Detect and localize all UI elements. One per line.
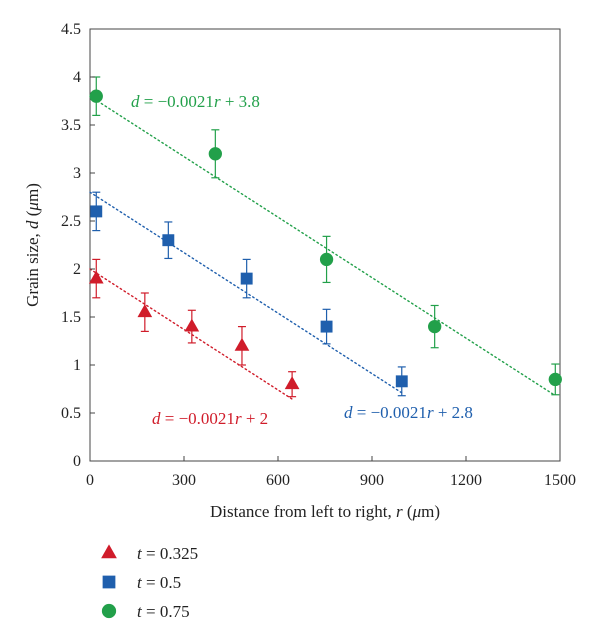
- error-bars: [92, 76, 560, 398]
- x-axis-ticks: 0 300 600 900 1200 1500: [86, 456, 576, 489]
- legend-marker-square: [102, 575, 116, 589]
- x-tick-label: 1200: [450, 472, 482, 489]
- data-point-circle: [548, 372, 562, 387]
- data-point-square: [162, 234, 175, 247]
- fit-line-triangle: [89, 268, 293, 400]
- x-tick-label: 0: [86, 472, 94, 489]
- fit-lines: [89, 95, 556, 400]
- x-tick-label: 1500: [544, 472, 576, 489]
- y-tick-label: 1: [73, 357, 81, 374]
- y-tick-label: 0: [73, 453, 81, 470]
- x-axis-title: Distance from left to right, r (μm): [210, 502, 440, 521]
- plot-area: [89, 28, 561, 462]
- data-point-triangle: [284, 376, 300, 390]
- data-point-triangle: [234, 337, 250, 351]
- data-point-square: [320, 320, 333, 333]
- legend-marker-triangle: [101, 544, 117, 559]
- data-point-circle: [428, 319, 442, 334]
- y-axis-title: Grain size, d (μm): [23, 183, 42, 307]
- legend-label-circle: t = 0.75: [137, 602, 190, 621]
- data-point-square: [395, 375, 408, 388]
- y-tick-label: 3.5: [61, 117, 81, 134]
- x-tick-label: 600: [266, 472, 290, 489]
- fit-line-square: [89, 191, 403, 394]
- y-tick-label: 2: [73, 261, 81, 278]
- data-point-circle: [89, 89, 103, 103]
- y-tick-label: 0.5: [61, 405, 81, 422]
- data-point-square: [240, 272, 253, 285]
- equation-triangle: d = −0.0021r + 2: [152, 409, 268, 428]
- y-tick-label: 2.5: [61, 213, 81, 230]
- data-point-square: [90, 205, 103, 218]
- legend-label-square: t = 0.5: [137, 573, 181, 592]
- fit-line-circle: [89, 95, 556, 397]
- data-point-circle: [208, 147, 222, 161]
- y-tick-label: 4.5: [61, 21, 81, 38]
- x-tick-label: 300: [172, 472, 196, 489]
- axis-titles: Distance from left to right, r (μm) Grain…: [23, 183, 440, 521]
- data-point-circle: [319, 252, 334, 267]
- equation-square: d = −0.0021r + 2.8: [344, 403, 473, 422]
- y-axis-ticks: 0 0.5 1 1.5 2 2.5 3 3.5 4 4.5: [61, 21, 95, 470]
- y-tick-label: 3: [73, 165, 81, 182]
- data-point-triangle: [88, 270, 104, 284]
- data-point-triangle: [137, 304, 153, 318]
- x-tick-label: 900: [360, 472, 384, 489]
- legend-marker-circle: [101, 603, 117, 619]
- y-tick-label: 1.5: [61, 309, 81, 326]
- legend: t = 0.325 t = 0.5 t = 0.75: [101, 544, 198, 621]
- equation-circle: d = −0.0021r + 3.8: [131, 92, 260, 111]
- data-markers: [88, 89, 562, 390]
- fit-equations: d = −0.0021r + 2 d = −0.0021r + 2.8 d = −0…: [131, 92, 473, 428]
- y-tick-label: 4: [73, 69, 81, 86]
- plot-border: [89, 28, 561, 462]
- legend-label-triangle: t = 0.325: [137, 544, 198, 563]
- data-point-triangle: [184, 318, 200, 332]
